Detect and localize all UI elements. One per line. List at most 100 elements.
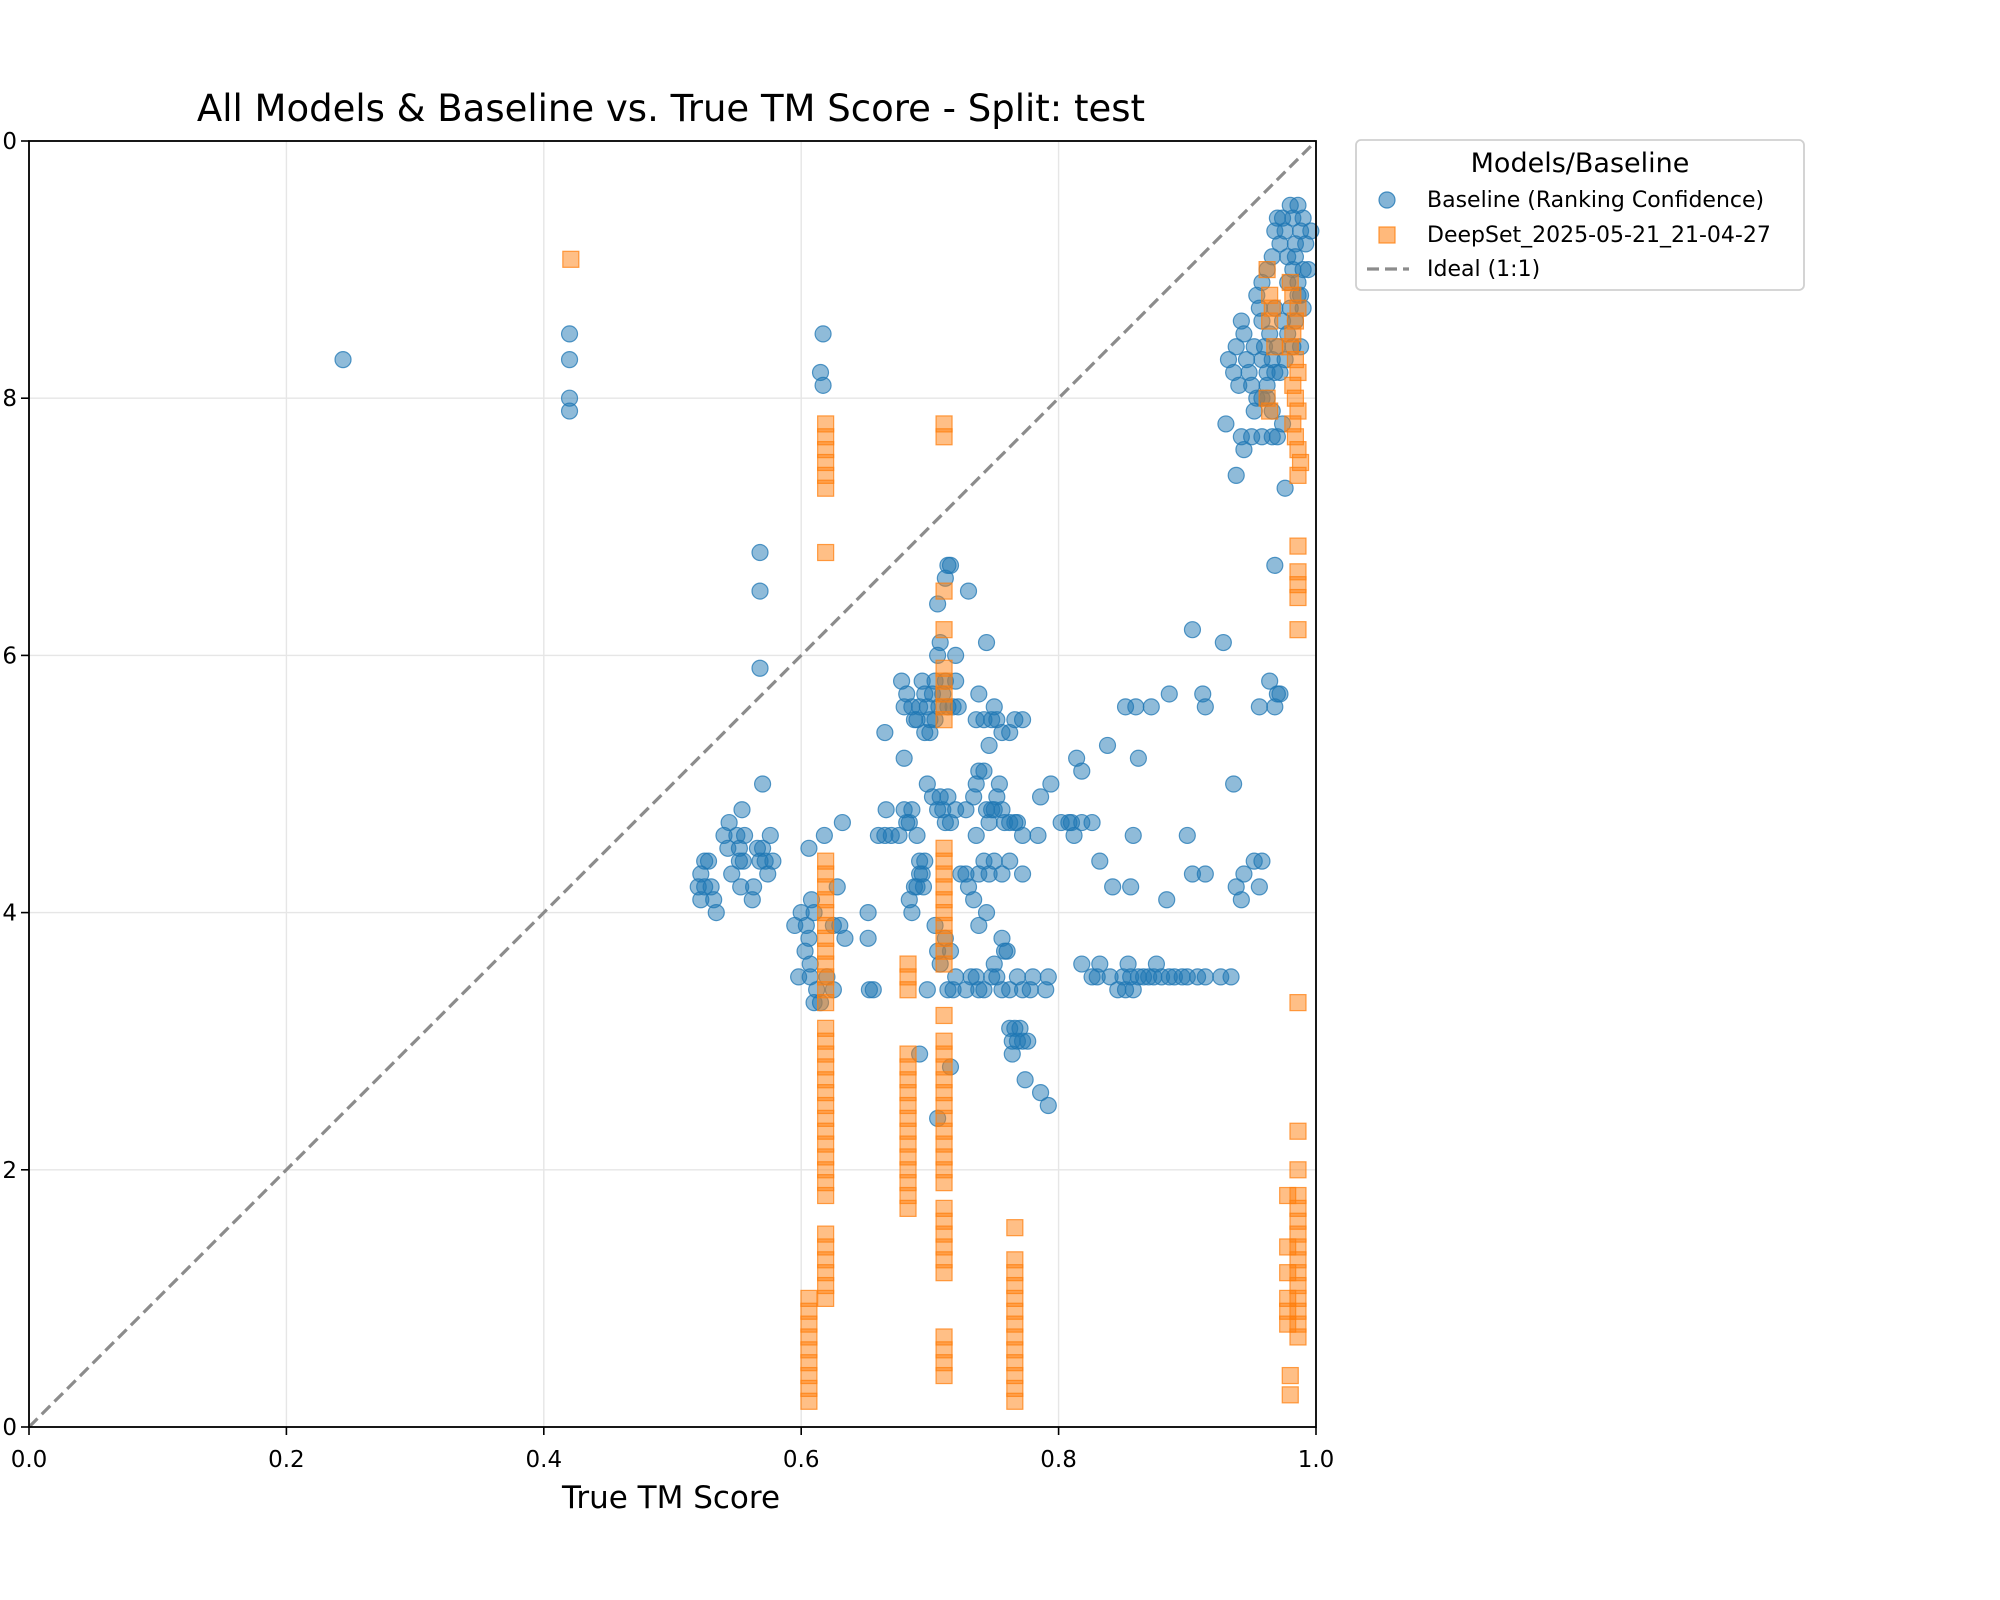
baseline-point [751,543,769,562]
baseline-point [967,826,985,845]
x-axis-ticks: 0.0 0.2 0.4 0.6 0.8 1.0 [11,1427,1334,1473]
deepset-point [1289,994,1307,1012]
baseline-point [980,736,998,755]
legend-title: Models/Baseline [1471,148,1690,179]
baseline-point [1232,891,1250,909]
deepset-point [935,1006,953,1025]
deepset-point [1261,312,1279,330]
baseline-point [1243,376,1261,394]
deepset-point [935,428,953,446]
baseline-point [723,865,741,883]
baseline-point [1039,1096,1057,1115]
baseline-point [1104,878,1122,896]
baseline-point [1196,698,1214,716]
y-tick-label: 8 [2,386,17,412]
baseline-point [1235,325,1253,343]
baseline-point [751,852,769,870]
baseline-point [1003,1045,1021,1063]
deepset-point [1006,1219,1024,1237]
baseline-point [1013,711,1032,729]
baseline-point [733,801,751,819]
deepset-point [1281,1366,1299,1385]
deepset-point [1261,402,1279,420]
y-tick-label: 0 [2,1415,17,1441]
baseline-point [890,826,908,845]
baseline-point [970,685,988,703]
baseline-point [1214,633,1232,652]
deepset-point [935,1174,953,1192]
baseline-point [751,659,769,677]
baseline-point [1250,878,1268,896]
baseline-point [975,762,993,780]
baseline-point [957,801,975,819]
baseline-point [1294,261,1312,279]
x-tick-label: 0.0 [11,1447,48,1473]
baseline-point [751,582,769,600]
deepset-point [800,1392,818,1410]
baseline-point [864,981,882,999]
baseline-point [1039,968,1057,986]
baseline-point [560,351,579,369]
y-tick-label: 6 [2,643,17,669]
deepset-series [562,250,1310,1410]
deepset-point [1258,261,1276,279]
baseline-point [759,865,777,883]
baseline-point [1031,788,1050,806]
baseline-point [800,839,818,857]
baseline-point [560,325,579,343]
baseline-point [975,981,993,999]
legend-label-ideal: Ideal (1:1) [1427,257,1540,282]
legend-marker-deepset [1378,226,1396,244]
legend: Models/Baseline Baseline (Ranking Confid… [1355,139,1805,291]
baseline-point [918,981,936,999]
chart-title: All Models & Baseline vs. True TM Score … [197,87,1145,130]
baseline-point [1217,415,1235,433]
baseline-point [761,826,779,845]
deepset-point [935,955,953,973]
deepset-point [562,250,580,268]
baseline-point [876,723,894,742]
legend-label-baseline: Baseline (Ranking Confidence) [1427,188,1764,213]
baseline-point [1227,338,1245,356]
baseline-point [836,929,854,947]
deepset-point [1281,1386,1299,1404]
deepset-point [817,1186,835,1205]
baseline-point [977,633,996,652]
deepset-point [817,994,835,1012]
baseline-point [998,942,1016,960]
baseline-point [1235,441,1253,459]
baseline-point [990,775,1008,793]
baseline-point [814,376,832,394]
x-tick-label: 0.4 [526,1447,563,1473]
deepset-point [1289,466,1307,484]
baseline-point [334,351,352,369]
baseline-point [1294,209,1312,227]
baseline-point [1013,865,1032,883]
deepset-point [1279,1264,1297,1282]
baseline-point [814,325,832,343]
deepset-point [1266,338,1284,356]
baseline-point [1019,1032,1037,1050]
baseline-point [1001,852,1019,870]
baseline-series [334,196,1320,1127]
deepset-point [1289,588,1307,607]
baseline-point [977,903,996,922]
baseline-point [1065,826,1083,845]
baseline-point [1266,556,1284,574]
deepset-point [1006,1392,1024,1410]
baseline-point [1222,968,1240,986]
baseline-point [898,813,916,832]
baseline-point [1031,1084,1050,1102]
baseline-point [730,852,749,870]
baseline-point [1160,685,1178,703]
baseline-point [1024,968,1042,986]
baseline-point [560,402,579,420]
baseline-point [1083,813,1101,832]
deepset-point [1279,1238,1297,1256]
baseline-point [1016,1071,1034,1089]
baseline-point [1225,775,1243,793]
baseline-point [903,903,921,922]
baseline-point [1276,479,1294,497]
baseline-point [1183,621,1202,639]
baseline-point [1302,222,1320,240]
